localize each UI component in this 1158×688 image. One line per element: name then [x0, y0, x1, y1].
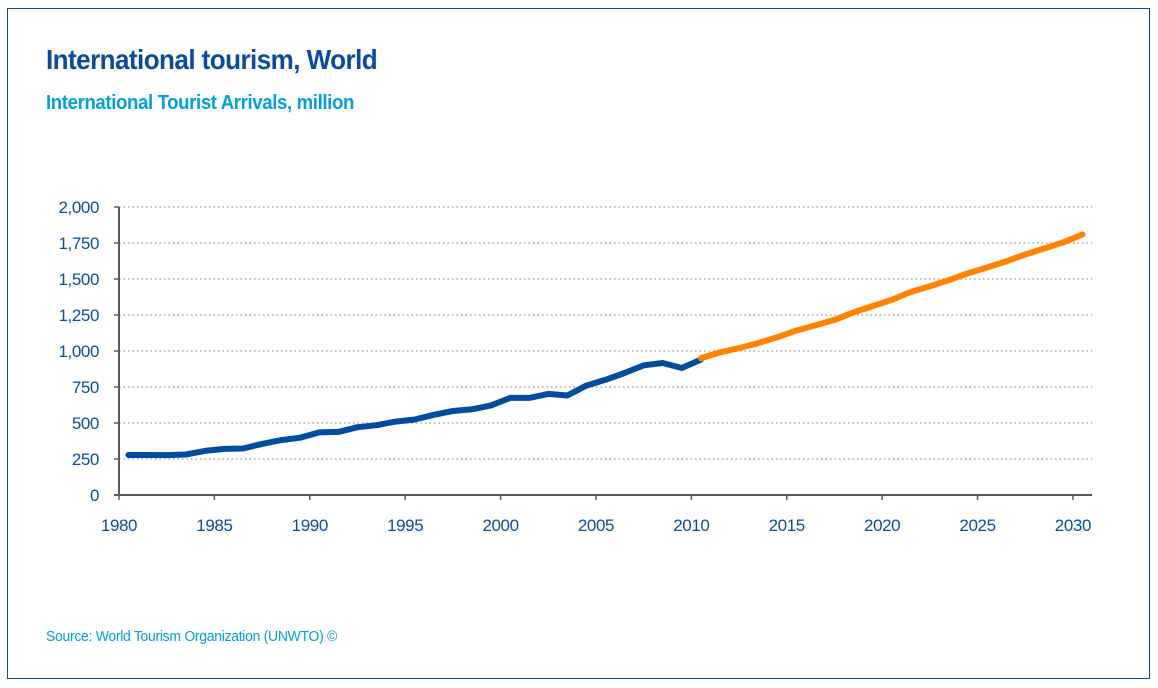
- axes: [114, 206, 1092, 500]
- x-tick-label: 1980: [101, 516, 137, 535]
- y-tick-label: 2,000: [58, 198, 99, 217]
- series-line-forecast: [697, 231, 1086, 362]
- x-axis-tick-labels: 1980 1985 1990 1995 2000 2005 2010 2015 2020 2025…: [101, 516, 1092, 535]
- x-tick-label: 2010: [673, 516, 709, 535]
- y-tick-label: 1,750: [58, 234, 99, 253]
- y-tick-label: 1,250: [58, 306, 99, 325]
- series-line-actual: [125, 356, 704, 459]
- gridlines: [119, 206, 1092, 460]
- y-tick-label: 0: [90, 486, 99, 505]
- chart-title: International tourism, World: [46, 44, 378, 75]
- y-tick-label: 250: [72, 450, 99, 469]
- y-tick-label: 1,500: [58, 270, 99, 289]
- y-tick-label: 500: [72, 414, 99, 433]
- chart-subtitle: International Tourist Arrivals, million: [46, 92, 354, 114]
- x-tick-label: 2015: [769, 516, 805, 535]
- x-tick-label: 2005: [578, 516, 614, 535]
- x-tick-label: 2025: [959, 516, 995, 535]
- y-tick-label: 1,000: [58, 342, 99, 361]
- x-tick-label: 1990: [292, 516, 328, 535]
- source-note: Source: World Tourism Organization (UNWT…: [46, 628, 338, 645]
- x-tick-label: 2000: [482, 516, 518, 535]
- series-lines: [125, 231, 1086, 459]
- chart-frame: [7, 8, 1150, 679]
- y-axis-tick-labels: 0 250 500 750 1,000 1,250 1,500 1,750 2,000: [58, 198, 99, 505]
- x-tick-label: 2030: [1055, 516, 1091, 535]
- x-tick-label: 1985: [196, 516, 232, 535]
- y-tick-label: 750: [72, 378, 99, 397]
- x-tick-label: 2020: [864, 516, 900, 535]
- x-tick-label: 1995: [387, 516, 423, 535]
